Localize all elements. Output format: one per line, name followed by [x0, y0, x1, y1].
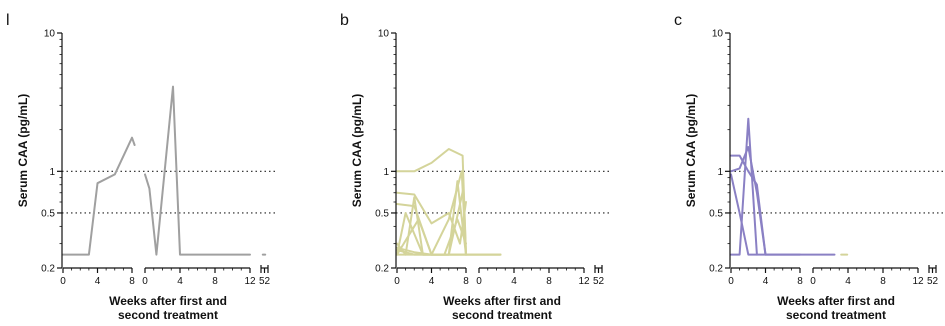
panel-label: l: [6, 12, 10, 29]
y-tick-label: 0.2: [709, 264, 723, 275]
data-series-0: [396, 148, 467, 256]
x-tick-label: 8: [212, 276, 218, 287]
x-axis-title-line-1: second treatment: [786, 308, 886, 322]
x-tick-label: 52: [259, 276, 271, 287]
x-tick-label: 8: [129, 276, 135, 287]
y-axis-title: Serum CAA (pg/mL): [350, 94, 364, 208]
x-axis-title-line-1: second treatment: [452, 308, 552, 322]
x-tick-label: 52: [927, 276, 939, 287]
y-tick-label: 0.5: [709, 208, 723, 219]
data-series-2: [730, 173, 758, 256]
x-tick-label: 0: [810, 276, 816, 287]
x-tick-label: 4: [95, 276, 101, 287]
x-tick-label: 12: [912, 276, 924, 287]
y-axis-title: Serum CAA (pg/mL): [684, 94, 698, 208]
y-tick-label: 10: [712, 29, 724, 40]
data-series-8: [396, 218, 502, 256]
y-axis-title: Serum CAA (pg/mL): [16, 94, 30, 208]
x-tick-label: 4: [511, 276, 517, 287]
x-axis-title-line-1: second treatment: [118, 308, 218, 322]
data-series-0: [62, 136, 136, 256]
x-tick-label: 8: [546, 276, 552, 287]
data-series-3: [396, 170, 467, 256]
x-axis-title-line-0: Weeks after first and: [443, 294, 561, 308]
y-tick-label: 1: [49, 167, 55, 178]
x-tick-label: 8: [880, 276, 886, 287]
x-tick-label: 0: [394, 276, 400, 287]
data-series-1: [396, 191, 467, 245]
y-tick-label: 0.2: [375, 264, 389, 275]
data-series-7: [396, 196, 502, 256]
x-axis-title-line-0: Weeks after first and: [109, 294, 227, 308]
y-tick-label: 10: [378, 29, 390, 40]
y-tick-label: 10: [44, 29, 56, 40]
y-tick-label: 0.5: [41, 208, 55, 219]
x-tick-label: 4: [845, 276, 851, 287]
panel-label: c: [674, 12, 682, 29]
panel-label: b: [340, 12, 349, 29]
x-tick-label: 0: [142, 276, 148, 287]
x-tick-label: 4: [429, 276, 435, 287]
x-tick-label: 4: [763, 276, 769, 287]
x-tick-label: 52: [593, 276, 605, 287]
data-series-3: [730, 117, 836, 256]
x-axis-title-line-0: Weeks after first and: [777, 294, 895, 308]
data-series-1: [730, 146, 767, 256]
y-tick-label: 0.2: [41, 264, 55, 275]
x-tick-label: 0: [476, 276, 482, 287]
y-tick-label: 1: [383, 167, 389, 178]
x-tick-label: 12: [578, 276, 590, 287]
x-tick-label: 8: [463, 276, 469, 287]
y-tick-label: 0.5: [375, 208, 389, 219]
x-tick-label: 0: [728, 276, 734, 287]
x-tick-label: 0: [60, 276, 66, 287]
x-tick-label: 4: [177, 276, 183, 287]
x-tick-label: 12: [244, 276, 256, 287]
y-tick-label: 1: [717, 167, 723, 178]
x-tick-label: 8: [797, 276, 803, 287]
data-series-0: [144, 85, 251, 256]
